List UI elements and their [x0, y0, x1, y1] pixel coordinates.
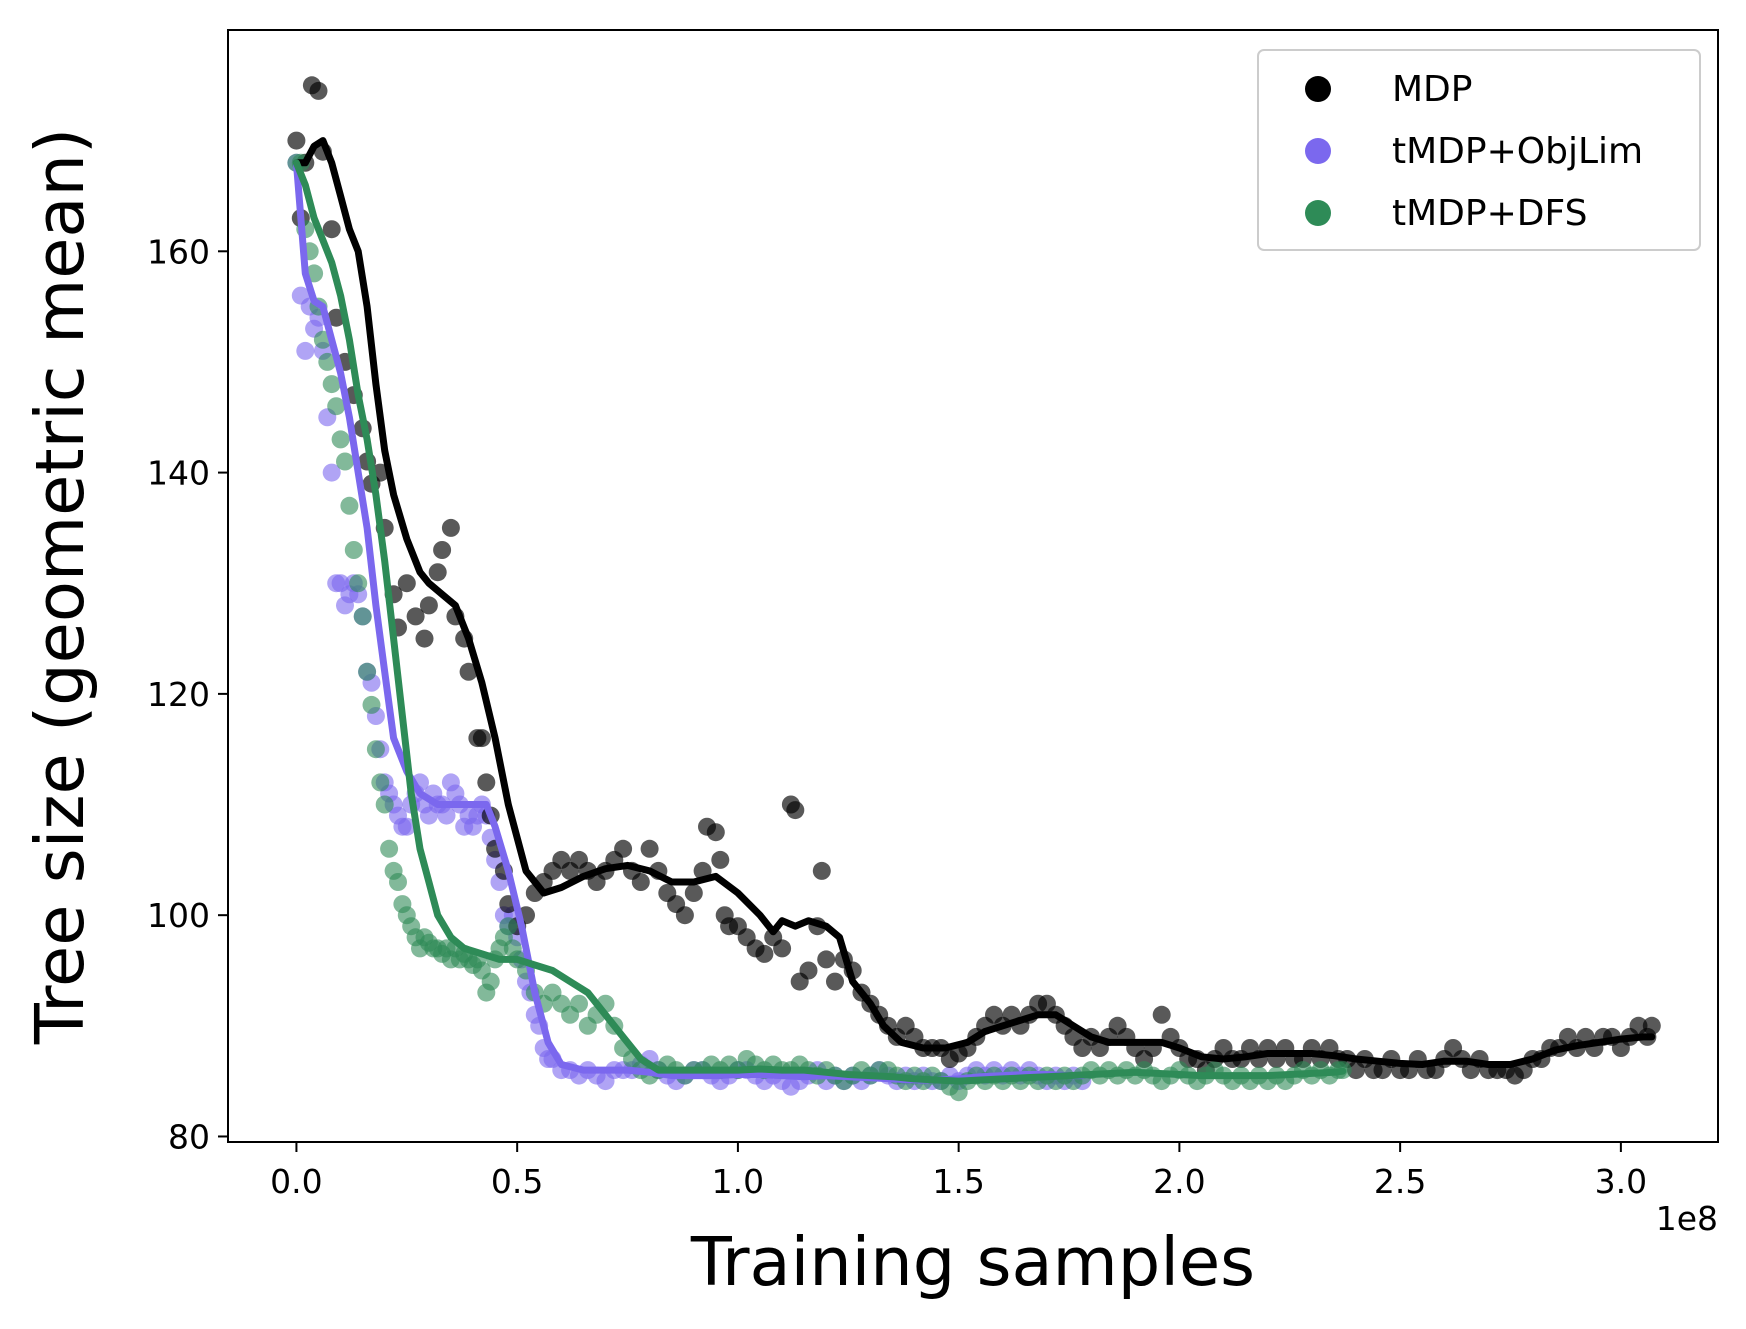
x-offset-label: 1e8 — [1656, 1199, 1718, 1238]
x-tick-label: 1.0 — [712, 1162, 764, 1201]
plot-frame — [227, 29, 1719, 1143]
data-point-tmdp-objlim — [296, 341, 315, 360]
x-tick-label: 1.5 — [932, 1162, 984, 1201]
data-point-mdp — [817, 950, 836, 969]
legend-label-tmdp-objlim: tMDP+ObjLim — [1392, 131, 1643, 172]
data-point-tmdp-dfs — [499, 917, 518, 936]
y-tick-label: 120 — [147, 675, 210, 714]
data-point-tmdp-objlim — [397, 817, 416, 836]
data-point-tmdp-dfs — [322, 375, 341, 394]
legend-frame — [1257, 49, 1701, 251]
y-axis-title: Tree size (geometric mean) — [21, 128, 99, 1045]
data-point-mdp — [755, 944, 774, 963]
data-point-mdp — [675, 906, 694, 925]
data-point-mdp — [415, 629, 434, 648]
data-point-mdp — [441, 518, 460, 537]
data-point-mdp — [472, 729, 491, 748]
data-point-mdp — [1152, 1005, 1171, 1024]
data-point-mdp — [614, 839, 633, 858]
legend-marker-tmdp-dfs — [1305, 200, 1331, 226]
data-point-mdp — [812, 861, 831, 880]
legend-marker-tmdp-objlim — [1305, 138, 1331, 164]
y-axis: 80 100 120 140 160 — [147, 232, 228, 1156]
data-point-mdp — [397, 574, 416, 593]
data-point-tmdp-dfs — [353, 607, 372, 626]
y-tick-label: 80 — [168, 1117, 210, 1156]
data-point-tmdp-dfs — [349, 574, 368, 593]
data-point-tmdp-dfs — [331, 430, 350, 449]
data-point-mdp — [773, 939, 792, 958]
x-tick-label: 3.0 — [1595, 1162, 1647, 1201]
data-point-mdp — [706, 823, 725, 842]
series-layer — [287, 76, 1661, 1102]
data-point-mdp — [1642, 1016, 1661, 1035]
data-point-mdp — [826, 972, 844, 991]
data-point-mdp — [459, 662, 478, 681]
y-tick-label: 160 — [147, 232, 210, 271]
legend-label-mdp: MDP — [1392, 69, 1473, 110]
data-point-tmdp-dfs — [340, 496, 359, 515]
x-tick-label: 2.5 — [1374, 1162, 1426, 1201]
data-point-mdp — [406, 607, 425, 626]
data-point-mdp — [428, 563, 447, 582]
data-point-mdp — [786, 801, 805, 820]
legend-marker-mdp — [1305, 76, 1331, 102]
data-point-mdp — [799, 961, 818, 980]
data-point-tmdp-objlim — [322, 463, 341, 482]
y-tick-label: 140 — [147, 454, 210, 493]
data-point-tmdp-dfs — [481, 972, 500, 991]
x-tick-label: 0.0 — [270, 1162, 322, 1201]
data-point-tmdp-dfs — [336, 452, 354, 471]
data-point-mdp — [477, 773, 496, 792]
y-tick-label: 100 — [147, 896, 210, 935]
data-point-mdp — [640, 839, 659, 858]
data-point-tmdp-dfs — [389, 873, 407, 891]
x-axis: 0.0 0.5 1.0 1.5 2.0 2.5 3.0 — [270, 1142, 1647, 1201]
legend-label-tmdp-dfs: tMDP+DFS — [1392, 193, 1587, 234]
data-point-mdp — [287, 131, 306, 150]
data-point-tmdp-dfs — [344, 541, 363, 559]
data-point-tmdp-dfs — [371, 773, 390, 792]
data-point-tmdp-dfs — [375, 795, 394, 814]
data-point-tmdp-dfs — [318, 352, 337, 371]
legend: MDP tMDP+ObjLim tMDP+DFS — [1257, 49, 1701, 251]
data-point-tmdp-dfs — [358, 662, 377, 681]
data-point-mdp — [711, 850, 730, 869]
series-line-tmdp-dfs — [292, 159, 1347, 1085]
data-point-tmdp-dfs — [362, 695, 381, 714]
series-line-mdp — [292, 137, 1656, 1068]
data-point-mdp — [419, 596, 438, 615]
data-point-tmdp-dfs — [366, 740, 385, 759]
data-point-tmdp-dfs — [380, 839, 399, 858]
x-axis-title: Training samples — [690, 1223, 1255, 1301]
data-point-mdp — [433, 541, 452, 559]
x-tick-label: 2.0 — [1153, 1162, 1205, 1201]
data-point-mdp — [631, 873, 650, 891]
data-point-tmdp-objlim — [437, 806, 456, 825]
data-point-tmdp-dfs — [327, 397, 346, 416]
data-point-mdp — [309, 81, 328, 100]
data-point-mdp — [322, 220, 341, 239]
data-point-mdp — [684, 884, 703, 902]
x-tick-label: 0.5 — [491, 1162, 543, 1201]
data-point-tmdp-dfs — [570, 994, 588, 1013]
